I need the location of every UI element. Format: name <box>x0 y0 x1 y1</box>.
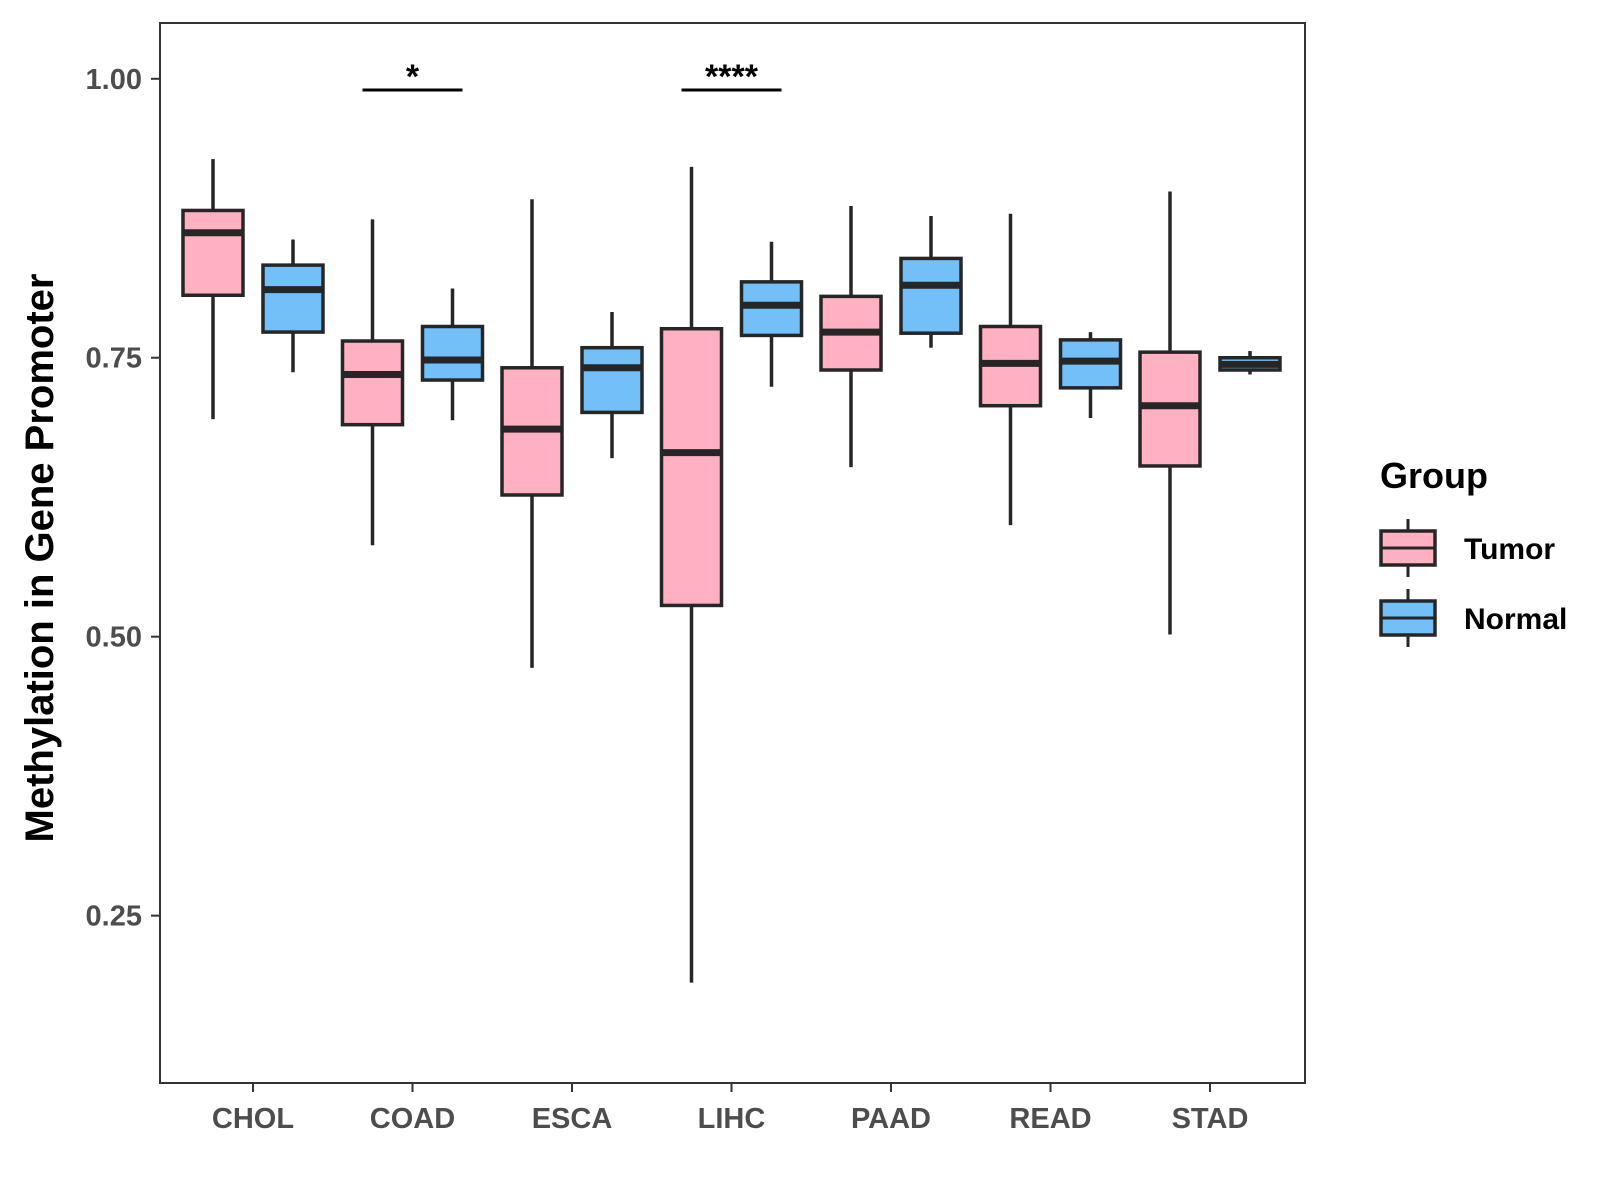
box-body <box>420 324 485 382</box>
x-tick-label-stad: STAD <box>1172 1103 1249 1135</box>
significance-coad: * <box>362 58 463 96</box>
box-tumor-lihc <box>659 166 724 983</box>
box-normal-stad <box>1218 351 1282 375</box>
legend-item-tumor: Tumor <box>1379 519 1555 577</box>
x-tick-label-paad: PAAD <box>851 1103 931 1135</box>
y-tick-label: 0.75 <box>86 343 142 375</box>
plot-area: * **** <box>181 58 1282 983</box>
box-tumor-coad <box>340 219 405 546</box>
box-body <box>340 339 405 427</box>
y-tick-label: 0.50 <box>86 622 142 654</box>
box-tumor-paad <box>819 205 883 468</box>
x-tick-label-esca: ESCA <box>532 1103 613 1135</box>
box-tumor-read <box>978 213 1043 526</box>
legend-item-normal: Normal <box>1379 589 1567 647</box>
legend-title: Group <box>1380 455 1488 496</box>
box-normal-lihc <box>739 241 804 387</box>
box-body <box>899 256 963 335</box>
box-normal-read <box>1058 332 1123 418</box>
box-tumor-stad <box>1138 191 1202 635</box>
box-normal-esca <box>580 311 644 459</box>
box-body <box>261 263 325 334</box>
y-tick-label: 1.00 <box>86 64 142 96</box>
box-normal-coad <box>420 288 485 421</box>
box-tumor-chol <box>181 159 245 420</box>
box-body <box>580 345 644 415</box>
x-tick-label-chol: CHOL <box>212 1103 294 1135</box>
box-body <box>659 326 724 608</box>
significance-label: * <box>406 58 420 96</box>
y-tick-label: 0.25 <box>86 901 142 933</box>
axes: 0.25 0.50 0.75 1.00 CHOL COAD ESCA LIHC PAAD READ… <box>86 22 1306 1135</box>
box-normal-chol <box>261 239 325 373</box>
x-tick-label-read: READ <box>1009 1103 1091 1135</box>
y-axis-title: Methylation in Gene Promoter <box>18 274 62 843</box>
box-tumor-esca <box>500 199 564 668</box>
legend-label-tumor: Tumor <box>1464 533 1555 566</box>
x-tick-label-lihc: LIHC <box>698 1103 766 1135</box>
box-normal-paad <box>899 216 963 348</box>
significance-lihc: **** <box>681 58 782 96</box>
legend-label-normal: Normal <box>1464 603 1567 636</box>
legend: Group Tumor Normal <box>1379 455 1567 647</box>
x-tick-label-coad: COAD <box>370 1103 455 1135</box>
box-body <box>181 208 245 298</box>
significance-label: **** <box>705 58 759 96</box>
